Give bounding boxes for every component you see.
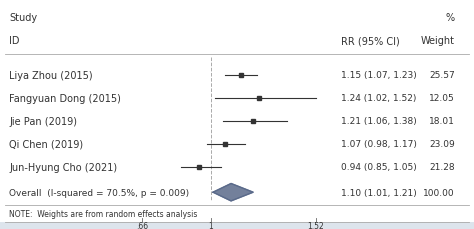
Text: .66: .66 <box>137 221 148 229</box>
Text: NOTE:  Weights are from random effects analysis: NOTE: Weights are from random effects an… <box>9 209 198 218</box>
Polygon shape <box>213 184 253 201</box>
Text: 0.94 (0.85, 1.05): 0.94 (0.85, 1.05) <box>341 163 417 172</box>
Text: 1: 1 <box>209 221 213 229</box>
Text: Qi Chen (2019): Qi Chen (2019) <box>9 139 83 149</box>
Text: 1.10 (1.01, 1.21): 1.10 (1.01, 1.21) <box>341 188 417 197</box>
Text: ID: ID <box>9 36 20 46</box>
Text: 1.24 (1.02, 1.52): 1.24 (1.02, 1.52) <box>341 94 417 103</box>
Text: Fangyuan Dong (2015): Fangyuan Dong (2015) <box>9 93 121 104</box>
Text: 21.28: 21.28 <box>429 163 455 172</box>
Text: 1.21 (1.06, 1.38): 1.21 (1.06, 1.38) <box>341 117 417 126</box>
Text: 1.52: 1.52 <box>307 221 324 229</box>
Text: Overall  (I-squared = 70.5%, p = 0.009): Overall (I-squared = 70.5%, p = 0.009) <box>9 188 190 197</box>
Text: 12.05: 12.05 <box>429 94 455 103</box>
Text: 100.00: 100.00 <box>423 188 455 197</box>
Text: 1.07 (0.98, 1.17): 1.07 (0.98, 1.17) <box>341 140 417 149</box>
Text: Jun-Hyung Cho (2021): Jun-Hyung Cho (2021) <box>9 162 118 172</box>
FancyBboxPatch shape <box>0 222 474 229</box>
Text: RR (95% CI): RR (95% CI) <box>341 36 400 46</box>
Text: 23.09: 23.09 <box>429 140 455 149</box>
Text: Jie Pan (2019): Jie Pan (2019) <box>9 116 77 126</box>
Text: 25.57: 25.57 <box>429 71 455 80</box>
Text: 18.01: 18.01 <box>429 117 455 126</box>
Text: 1.15 (1.07, 1.23): 1.15 (1.07, 1.23) <box>341 71 417 80</box>
Text: Study: Study <box>9 13 37 23</box>
Text: Liya Zhou (2015): Liya Zhou (2015) <box>9 71 93 81</box>
Text: Weight: Weight <box>421 36 455 46</box>
Text: %: % <box>446 13 455 23</box>
